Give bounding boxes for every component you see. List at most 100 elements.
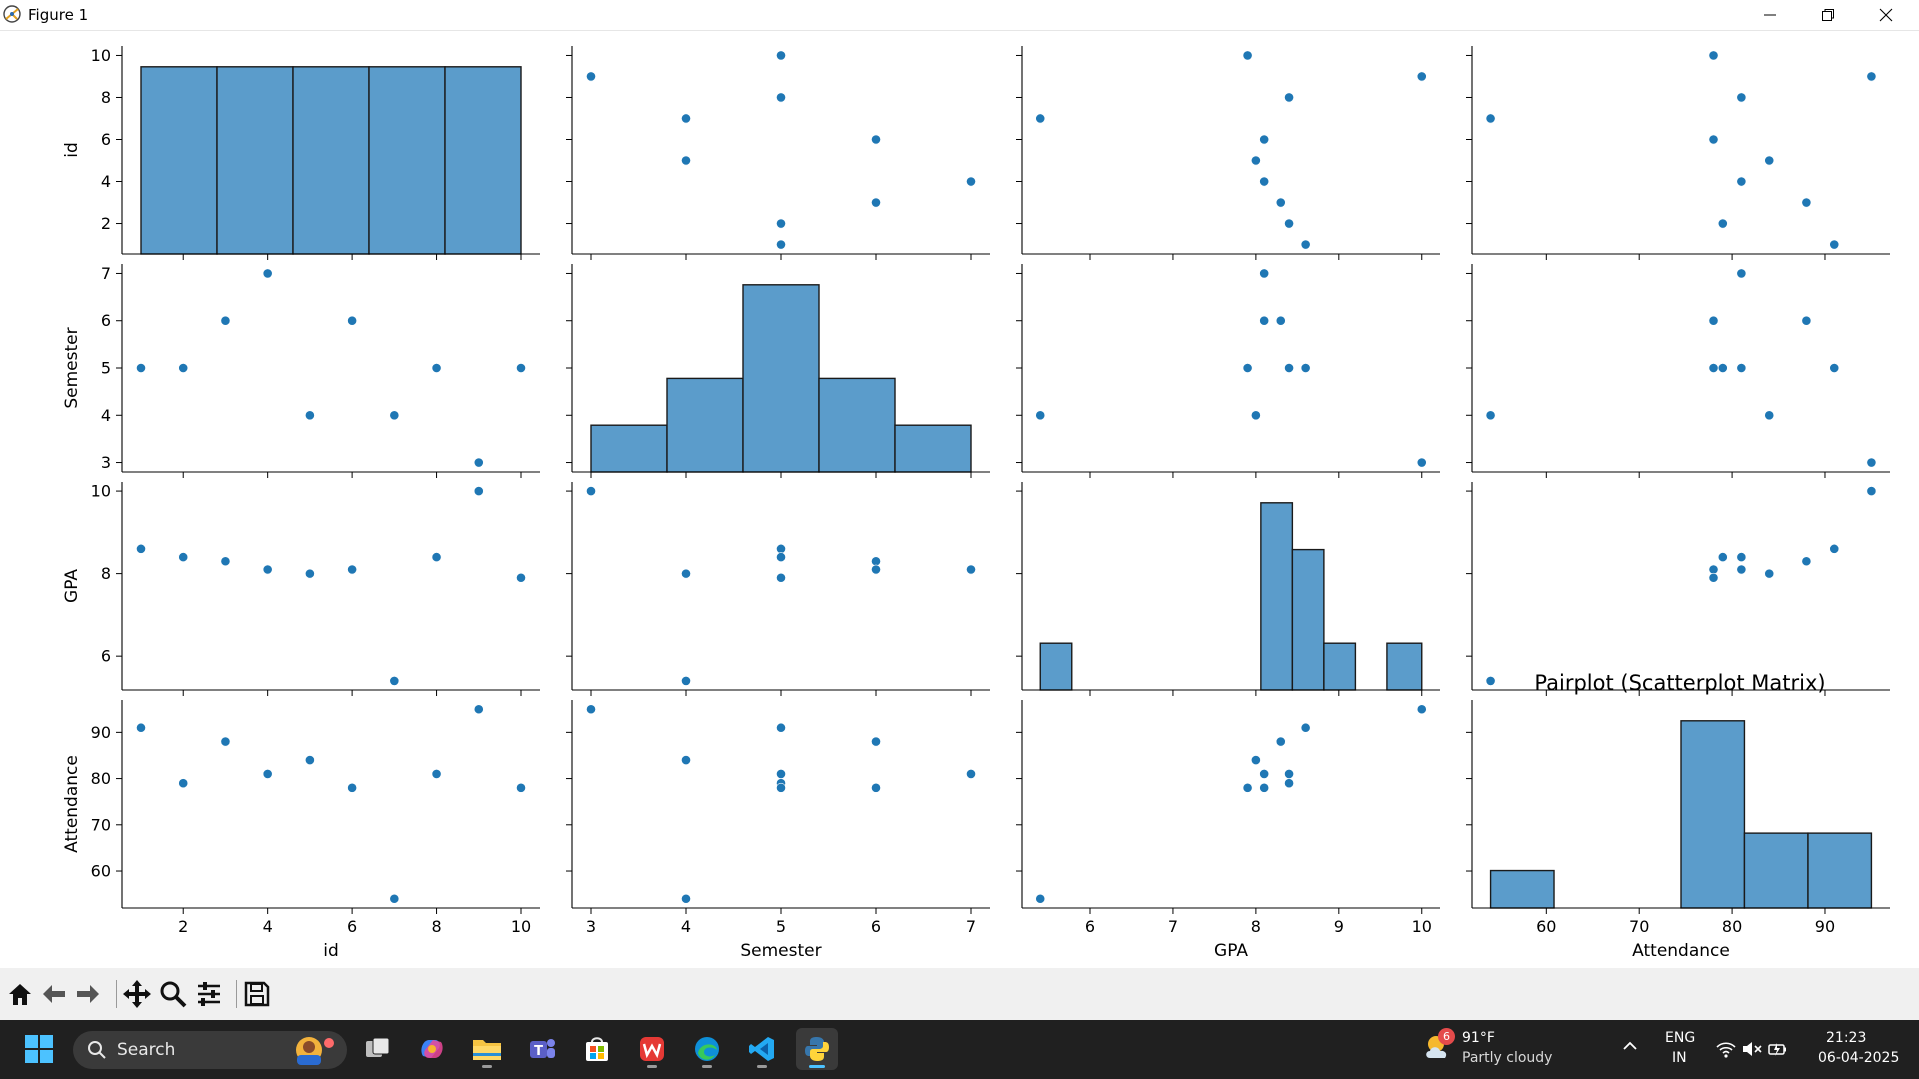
home-button[interactable]: [4, 978, 36, 1010]
save-button[interactable]: [241, 978, 273, 1010]
point-semester-vs-id-6: [347, 315, 358, 326]
point-gpa-vs-attendance-5: [1764, 568, 1775, 579]
point-attendance-vs-id-3: [220, 736, 231, 747]
weather-temp: 91°F: [1462, 1030, 1495, 1046]
panel-id-vs-id: 2 4 6 8 10: [91, 46, 540, 260]
point-gpa-vs-id-4: [262, 564, 273, 575]
minimize-button[interactable]: [1741, 0, 1799, 30]
point-gpa-vs-attendance-9: [1866, 486, 1877, 496]
point-semester-vs-id-2: [178, 363, 189, 373]
hist-bar-attendance-5: [1807, 832, 1873, 909]
point-attendance-vs-semester-10: [776, 782, 786, 793]
x-axis-label-semester: Semester: [740, 941, 821, 961]
hist-bar-gpa-0: [1039, 642, 1073, 691]
task-view-icon: [366, 1037, 390, 1057]
point-gpa-vs-attendance-7: [1485, 676, 1496, 686]
clock-time[interactable]: 21:23: [1826, 1030, 1867, 1046]
point-id-vs-semester-2: [776, 218, 786, 229]
point-gpa-vs-id-9: [473, 486, 484, 496]
point-gpa-vs-attendance-1: [1829, 543, 1840, 554]
point-gpa-vs-attendance-4: [1736, 564, 1747, 575]
y-tick-label: 4: [101, 172, 111, 191]
point-attendance-vs-gpa-2: [1284, 778, 1294, 789]
svg-text:T: T: [534, 1044, 543, 1059]
point-id-vs-attendance-3: [1801, 197, 1812, 208]
point-gpa-vs-attendance-2: [1717, 552, 1728, 563]
teams-button[interactable]: T: [521, 1028, 563, 1070]
copilot-button[interactable]: [411, 1028, 453, 1070]
pairplot-figure: 2 4 6 8 10 3 4 5 6 7 6 8 10 2 4 6 8 10 60 70 80 90 3 4 5 6 7 6 7 8 9 10…: [62, 46, 1890, 961]
panel-attendance-vs-id: 2 4 6 8 10 60 70 80 90: [91, 700, 540, 936]
taskbar-search[interactable]: Search: [73, 1031, 347, 1069]
running-indicator: [482, 1065, 492, 1068]
y-tick-label: 90: [91, 723, 111, 742]
toolbar-separator: [236, 980, 237, 1008]
point-attendance-vs-semester-5: [681, 755, 691, 765]
point-semester-vs-id-9: [473, 457, 484, 468]
point-gpa-vs-semester-4: [966, 564, 976, 575]
hist-bar-attendance-4: [1743, 832, 1809, 909]
taskbar: Search T 6 91°F Partly cloudy: [0, 1020, 1919, 1079]
panel-gpa-vs-semester: [566, 482, 990, 696]
weather-widget[interactable]: 6: [1422, 1028, 1455, 1070]
x-tick-label: 8: [1251, 917, 1261, 936]
point-semester-vs-gpa-8: [1284, 363, 1294, 373]
point-attendance-vs-id-10: [516, 782, 526, 793]
wps-office-button[interactable]: [631, 1028, 673, 1070]
back-button[interactable]: [38, 978, 70, 1010]
point-id-vs-semester-10: [776, 50, 786, 61]
zoom-button[interactable]: [157, 978, 189, 1010]
point-id-vs-semester-3: [871, 197, 881, 208]
file-explorer-button[interactable]: [466, 1028, 508, 1070]
y-tick-label: 4: [101, 406, 111, 425]
point-attendance-vs-id-8: [431, 769, 442, 779]
sliders-icon: [198, 982, 220, 1006]
app-icon: [3, 5, 21, 23]
vscode-button[interactable]: [741, 1028, 783, 1070]
configure-button[interactable]: [193, 978, 225, 1010]
point-id-vs-gpa-1: [1300, 239, 1311, 250]
language-indicator[interactable]: ENG: [1665, 1030, 1696, 1046]
close-icon: [1879, 8, 1893, 22]
restore-button[interactable]: [1799, 0, 1857, 30]
y-tick-label: 6: [101, 311, 111, 330]
chart-title: Pairplot (Scatterplot Matrix): [1534, 671, 1825, 695]
pan-icon: [123, 980, 151, 1008]
point-id-vs-attendance-7: [1485, 113, 1496, 124]
forward-button[interactable]: [72, 978, 104, 1010]
point-id-vs-attendance-8: [1736, 92, 1747, 103]
panel-id-vs-semester: [566, 46, 990, 260]
point-id-vs-gpa-7: [1035, 113, 1046, 124]
point-attendance-vs-id-9: [473, 704, 484, 715]
y-axis-label-attendance: Attendance: [62, 755, 82, 853]
store-button[interactable]: [576, 1028, 618, 1070]
x-tick-label: 7: [1168, 917, 1178, 936]
y-tick-label: 70: [91, 815, 111, 834]
system-tray-status[interactable]: [1715, 1038, 1787, 1062]
save-icon: [244, 981, 270, 1007]
panel-id-vs-attendance: [1466, 46, 1890, 260]
pan-button[interactable]: [121, 978, 153, 1010]
point-gpa-vs-attendance-8: [1736, 552, 1747, 563]
show-hidden-icons-button[interactable]: [1620, 1036, 1640, 1060]
close-button[interactable]: [1857, 0, 1915, 30]
point-attendance-vs-semester-6: [871, 782, 881, 793]
toolbar-separator: [116, 980, 117, 1008]
point-attendance-vs-id-4: [262, 769, 273, 779]
point-id-vs-semester-9: [586, 71, 596, 82]
point-id-vs-semester-7: [681, 113, 691, 124]
point-id-vs-gpa-9: [1416, 71, 1427, 82]
task-view-button[interactable]: [356, 1028, 398, 1070]
x-tick-label: 8: [431, 917, 441, 936]
edge-button[interactable]: [686, 1028, 728, 1070]
x-tick-label: 6: [1085, 917, 1095, 936]
point-gpa-vs-semester-5: [681, 568, 691, 579]
python-figure-button[interactable]: [796, 1028, 838, 1070]
start-button[interactable]: [18, 1028, 60, 1070]
point-gpa-vs-id-5: [304, 568, 315, 579]
windows-logo-icon: [25, 1035, 53, 1063]
running-indicator: [757, 1065, 767, 1068]
point-attendance-vs-gpa-4: [1259, 769, 1270, 779]
x-tick-label: 90: [1815, 917, 1835, 936]
point-id-vs-attendance-5: [1764, 155, 1775, 166]
